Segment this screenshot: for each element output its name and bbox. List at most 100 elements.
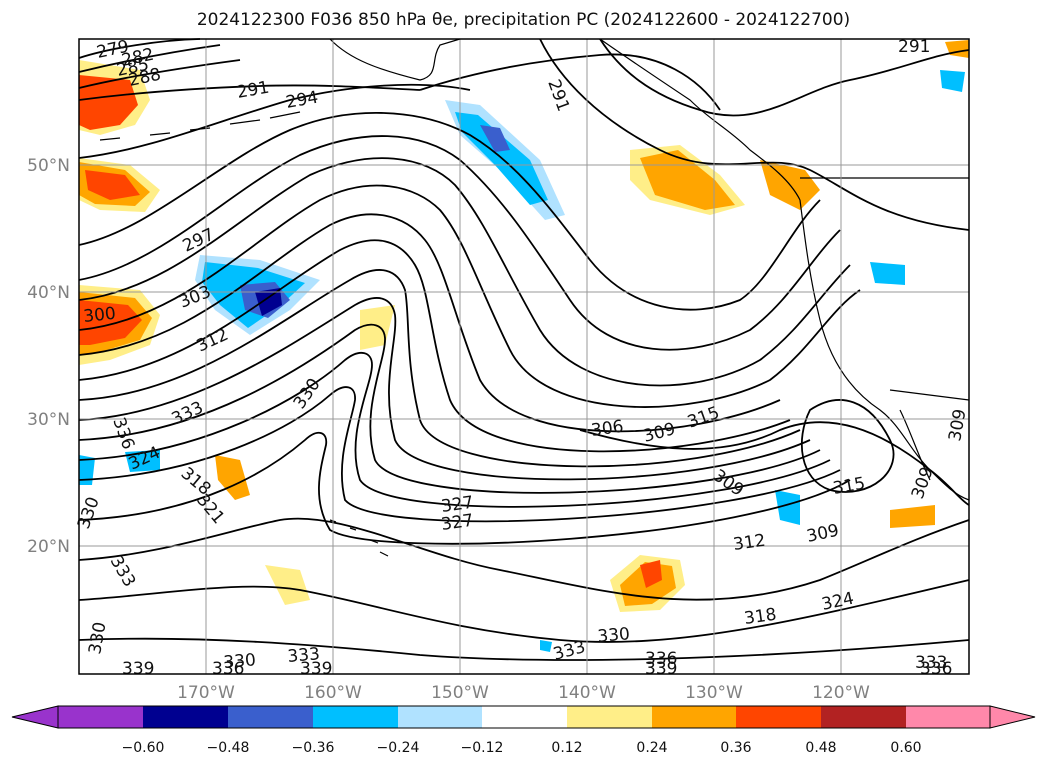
- theta-e-contour-line: [78, 112, 821, 311]
- contour-label: 291: [898, 37, 930, 57]
- contour-label: 333: [287, 644, 321, 667]
- colorbar-bin: [652, 706, 736, 728]
- precip-area-central-north-peak: [255, 288, 282, 316]
- theta-e-contour-line: [579, 421, 970, 506]
- lat-label-50n: 50°N: [27, 156, 70, 176]
- precip-area-ne-top: [940, 70, 965, 92]
- colorbar-bin: [58, 706, 143, 728]
- contour-label: 333: [915, 653, 947, 673]
- precip-area-east-25n: [775, 490, 800, 525]
- contour-label: 336: [212, 659, 244, 679]
- theta-e-contour-line: [78, 431, 851, 545]
- colorbar-outline: [57, 705, 991, 729]
- contour-label: 327: [440, 493, 475, 517]
- contour-label: 300: [82, 304, 116, 327]
- coastline-us-west: [799, 199, 970, 501]
- map-plot-area: [79, 39, 969, 674]
- theta-e-contour-line: [78, 184, 861, 408]
- coastline-aleutians: [99, 111, 301, 141]
- lon-label-120w: 120°W: [812, 683, 870, 703]
- colorbar-low-extend: [11, 705, 59, 729]
- lon-label-160w: 160°W: [304, 683, 362, 703]
- precip-area-nw-50n-core: [85, 170, 140, 200]
- colorbar-tick-label: 0.36: [720, 740, 751, 756]
- theta-e-contour-line: [78, 269, 801, 468]
- contour-label: 339: [645, 659, 677, 679]
- border-us-mexico: [889, 389, 970, 401]
- precip-area-sub-22n-peak: [640, 560, 662, 588]
- theta-e-contour-line: [800, 399, 895, 493]
- latitude-labels: 50°N 40°N 30°N 20°N: [27, 156, 70, 557]
- precip-area-california: [870, 262, 905, 285]
- map-frame: [78, 38, 970, 675]
- lon-label-130w: 130°W: [685, 683, 743, 703]
- theta-e-contour-line: [539, 38, 970, 231]
- coastlines: [99, 38, 970, 557]
- precip-area-gulf-alaska-peak: [480, 125, 510, 152]
- theta-e-contour-line: [78, 44, 221, 73]
- map-title: 2024122300 F036 850 hPa θe, precipitatio…: [196, 10, 851, 30]
- colorbar-bin: [736, 706, 821, 728]
- theta-e-contour-line: [78, 157, 851, 387]
- contour-label: 327: [440, 511, 475, 535]
- contour-label: 318: [743, 605, 778, 629]
- contour-label: 339: [300, 659, 332, 679]
- precip-area-west-sub: [360, 305, 395, 350]
- precip-area-sub-25n: [215, 455, 250, 500]
- colorbar-bin: [821, 706, 906, 728]
- theta-e-contour-line: [78, 579, 970, 643]
- theta-e-contour-line: [78, 84, 421, 101]
- colorbar-tick-label: 0.48: [805, 740, 836, 756]
- colorbar-tick-label: −0.24: [377, 740, 420, 756]
- theta-e-contour-line: [78, 386, 841, 523]
- colorbar-tick-label: −0.36: [292, 740, 335, 756]
- colorbar-bin: [313, 706, 398, 728]
- colorbar-high-extend: [989, 705, 1036, 729]
- theta-e-contour-line: [78, 637, 970, 661]
- theta-e-contour-line: [78, 351, 831, 508]
- theta-e-contour-line: [419, 53, 721, 111]
- lat-label-20n: 20°N: [27, 537, 70, 557]
- colorbar-bin: [143, 706, 228, 728]
- colorbar-bin: [482, 706, 567, 728]
- colorbar-tick-label: 0.24: [636, 740, 667, 756]
- coastline-alaska-panhandle: [599, 38, 801, 201]
- colorbar-bin: [398, 706, 482, 728]
- coastline-baja: [899, 409, 931, 481]
- contour-label: 336: [645, 649, 677, 669]
- colorbar-tick-label: 0.12: [551, 740, 582, 756]
- colorbar: −0.60 −0.48 −0.36 −0.24 −0.12 0.12 0.24 …: [11, 705, 1036, 756]
- colorbar-bin: [906, 706, 990, 728]
- colorbar-bin: [228, 706, 313, 728]
- longitude-labels: 170°W 160°W 150°W 140°W 130°W 120°W: [177, 683, 870, 703]
- colorbar-tick-label: 0.60: [890, 740, 921, 756]
- theta-e-contour-line: [78, 517, 970, 601]
- contour-label: 336: [920, 659, 952, 679]
- colorbar-tick-label: −0.48: [207, 740, 250, 756]
- lon-label-170w: 170°W: [177, 683, 235, 703]
- contour-label: 330: [597, 624, 631, 647]
- precip-area-hawaii: [265, 565, 310, 605]
- theta-e-contour-line: [78, 83, 471, 159]
- theta-e-contour-line: [78, 59, 241, 89]
- coastline-alaska: [329, 38, 461, 81]
- precip-area-west-edge-27n: [79, 455, 95, 485]
- theta-e-contour-line: [78, 323, 821, 494]
- contour-label: 330: [223, 650, 257, 673]
- theta-e-contour-line: [78, 135, 841, 351]
- precip-area-south-12n: [540, 640, 552, 652]
- lon-label-140w: 140°W: [558, 683, 616, 703]
- precip-area-sub-27n: [125, 450, 160, 472]
- lon-label-150w: 150°W: [431, 683, 489, 703]
- contour-label: 306: [590, 417, 625, 441]
- theta-e-contour-line: [599, 38, 970, 117]
- contour-label: 339: [122, 659, 154, 679]
- colorbar-tick-labels: −0.60 −0.48 −0.36 −0.24 −0.12 0.12 0.24 …: [122, 740, 922, 756]
- theta-e-contour-line: [78, 213, 781, 433]
- map-gridlines: [79, 39, 969, 674]
- contour-label: 312: [732, 531, 767, 555]
- lat-label-30n: 30°N: [27, 410, 70, 430]
- precip-area-baja: [890, 505, 935, 528]
- lat-label-40n: 40°N: [27, 283, 70, 303]
